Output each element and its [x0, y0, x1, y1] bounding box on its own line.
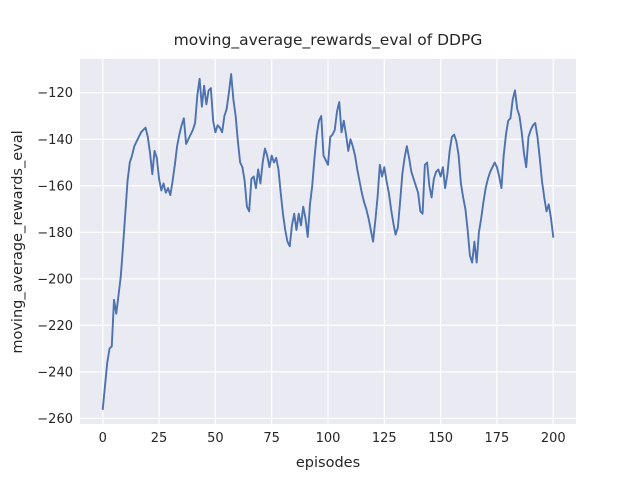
- x-tick-label: 50: [207, 431, 224, 446]
- x-tick-label: 200: [541, 431, 566, 446]
- x-tick-label: 100: [316, 431, 341, 446]
- x-tick-label: 25: [151, 431, 168, 446]
- x-tick-label: 75: [263, 431, 280, 446]
- x-tick-label: 150: [428, 431, 453, 446]
- y-tick-label: −120: [37, 86, 73, 101]
- y-tick-label: −220: [37, 319, 73, 334]
- x-tick-label: 125: [372, 431, 397, 446]
- y-tick-label: −140: [37, 133, 73, 148]
- x-tick-label: 0: [99, 431, 107, 446]
- reward-line: [101, 73, 555, 411]
- y-tick-label: −180: [37, 226, 73, 241]
- x-tick-label: 175: [485, 431, 510, 446]
- y-axis-label: moving_average_rewards_eval: [10, 130, 26, 354]
- y-tick-label: −260: [37, 412, 73, 427]
- x-axis-label: episodes: [295, 455, 361, 471]
- chart-title: moving_average_rewards_eval of DDPG: [173, 31, 483, 49]
- y-tick-label: −200: [37, 272, 73, 287]
- y-tick-label: −240: [37, 365, 73, 380]
- y-tick-label: −160: [37, 179, 73, 194]
